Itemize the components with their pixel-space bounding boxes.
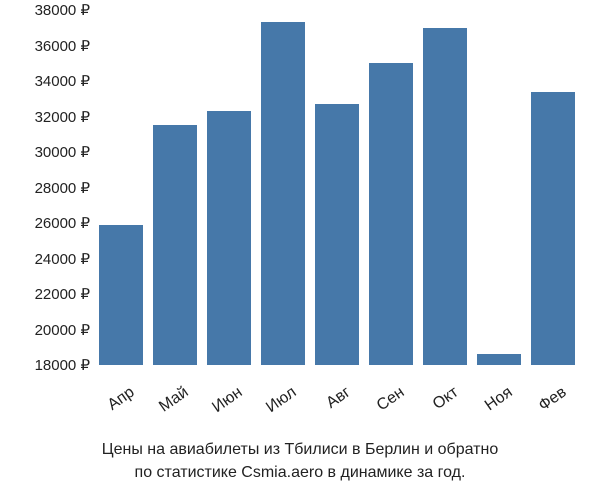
plot-area xyxy=(95,10,585,365)
x-tick-label: Авг xyxy=(323,384,354,413)
price-chart: 18000 ₽ 20000 ₽ 22000 ₽ 24000 ₽ 26000 ₽ 28000… xyxy=(0,0,600,500)
x-tick-label: Май xyxy=(156,384,192,417)
y-tick-label: 28000 ₽ xyxy=(35,179,90,197)
caption-line-1: Цены на авиабилеты из Тбилиси в Берлин и… xyxy=(102,441,498,458)
bars-container xyxy=(95,10,585,365)
bar xyxy=(261,22,305,365)
bar xyxy=(369,63,413,365)
bar xyxy=(153,125,197,365)
x-tick-label: Сен xyxy=(374,384,408,416)
x-tick-label: Фев xyxy=(536,384,571,416)
y-tick-label: 24000 ₽ xyxy=(35,250,90,268)
x-axis: Апр Май Июн Июл Авг Сен Окт Ноя Фев xyxy=(95,370,585,430)
y-axis: 18000 ₽20000 ₽22000 ₽24000 ₽26000 ₽28000… xyxy=(0,10,90,365)
y-tick-label: 26000 ₽ xyxy=(35,214,90,232)
bar xyxy=(207,111,251,365)
caption-line-2: по статистике Csmia.aero в динамике за г… xyxy=(135,464,466,481)
y-tick-label: 20000 ₽ xyxy=(35,321,90,339)
y-tick-label: 36000 ₽ xyxy=(35,37,90,55)
y-tick-label: 30000 ₽ xyxy=(35,143,90,161)
bar xyxy=(99,225,143,365)
bar xyxy=(477,354,521,365)
x-tick-label: Окт xyxy=(430,384,462,414)
bar xyxy=(315,104,359,365)
bar xyxy=(531,92,575,365)
y-tick-label: 18000 ₽ xyxy=(35,356,90,374)
y-tick-label: 34000 ₽ xyxy=(35,72,90,90)
x-tick-label: Июн xyxy=(209,384,246,417)
bar xyxy=(423,28,467,365)
chart-caption: Цены на авиабилеты из Тбилиси в Берлин и… xyxy=(0,438,600,484)
x-tick-label: Июл xyxy=(263,384,300,417)
y-tick-label: 38000 ₽ xyxy=(35,1,90,19)
y-tick-label: 22000 ₽ xyxy=(35,285,90,303)
x-tick-label: Ноя xyxy=(482,384,516,415)
y-tick-label: 32000 ₽ xyxy=(35,108,90,126)
x-tick-label: Апр xyxy=(105,384,138,415)
